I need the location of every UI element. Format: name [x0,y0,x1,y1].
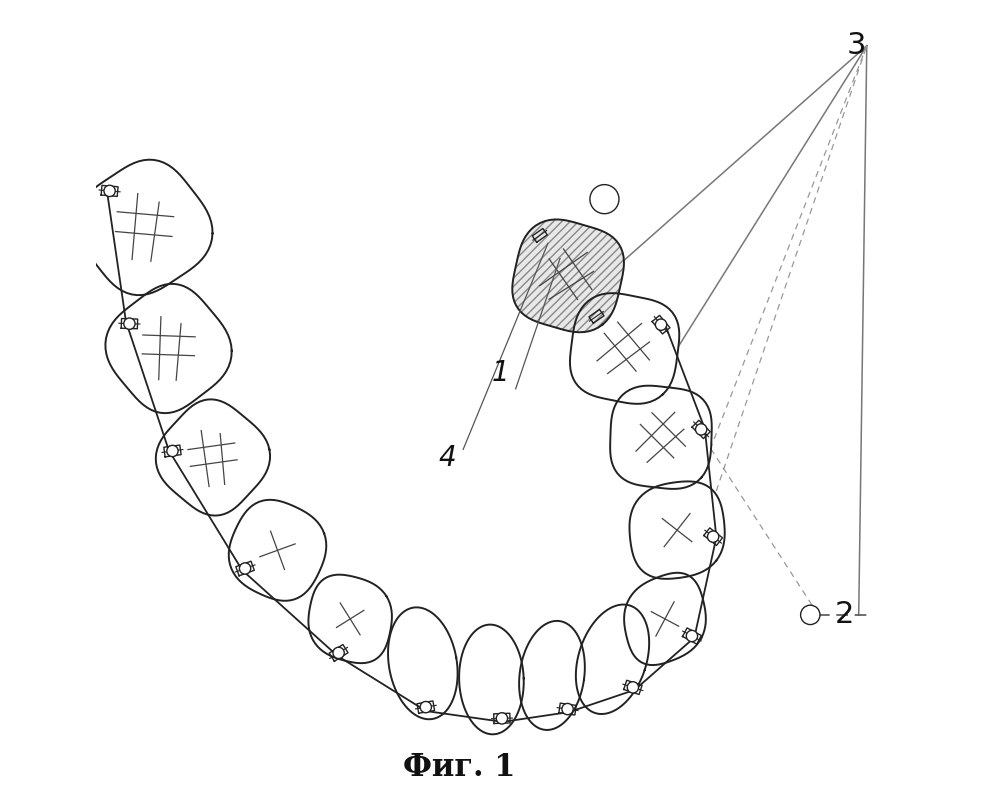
Circle shape [421,701,432,713]
Circle shape [686,630,697,642]
Circle shape [167,446,178,457]
Circle shape [240,563,251,574]
Text: 4: 4 [439,444,457,471]
Polygon shape [460,625,523,735]
Circle shape [695,424,707,435]
Circle shape [800,605,820,625]
Circle shape [124,318,135,330]
Circle shape [655,319,666,330]
Circle shape [707,531,719,543]
Polygon shape [229,500,327,601]
Circle shape [589,185,619,214]
Polygon shape [388,608,458,719]
Polygon shape [570,293,679,404]
Polygon shape [106,284,232,413]
Polygon shape [76,160,213,295]
Text: 1: 1 [492,359,509,387]
Circle shape [497,713,507,724]
Circle shape [333,647,345,659]
Polygon shape [156,399,270,516]
Polygon shape [624,573,706,665]
Polygon shape [629,481,724,579]
Polygon shape [610,386,711,489]
Polygon shape [309,574,392,663]
Text: Фиг. 1: Фиг. 1 [403,752,515,783]
Circle shape [104,185,115,197]
Circle shape [561,703,573,714]
Polygon shape [519,621,584,730]
Text: 2: 2 [834,600,854,629]
Polygon shape [512,220,624,332]
Text: 3: 3 [846,31,866,60]
Circle shape [627,682,638,693]
Polygon shape [575,604,649,714]
